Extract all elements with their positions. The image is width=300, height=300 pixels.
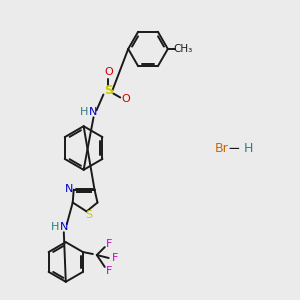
Text: S: S [85,210,92,220]
Text: O: O [104,67,113,77]
Text: H: H [80,107,88,117]
Text: F: F [106,239,112,249]
Text: N: N [89,107,98,117]
Text: O: O [122,94,130,104]
Text: N: N [60,222,68,232]
Text: −: − [228,140,241,155]
Text: Br: Br [214,142,228,154]
Text: S: S [104,84,113,97]
Text: H: H [50,222,59,232]
Text: F: F [112,253,118,263]
Text: N: N [64,184,73,194]
Text: H: H [244,142,254,154]
Text: F: F [106,266,112,276]
Text: CH₃: CH₃ [173,44,192,54]
